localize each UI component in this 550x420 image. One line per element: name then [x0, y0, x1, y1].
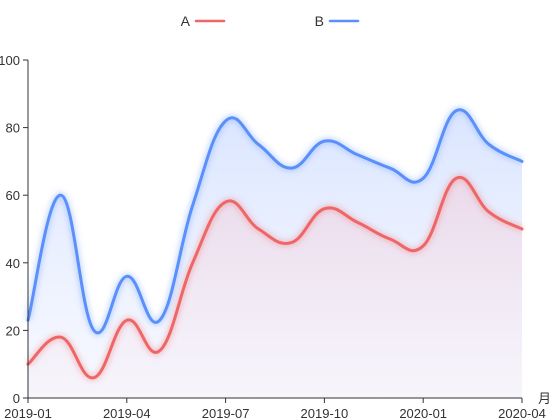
area-layer: [28, 109, 522, 399]
y-ticks: 0 20 40 60 80 100: [0, 53, 28, 406]
y-tick-label: 20: [6, 323, 20, 338]
x-tick-label: 2019-04: [103, 406, 151, 420]
area-fill-a: [28, 177, 522, 398]
x-tick-label: 2020-04: [498, 406, 546, 420]
legend-item-b[interactable]: B: [315, 13, 360, 29]
y-axis: 0 20 40 60 80 100: [0, 53, 29, 406]
x-axis: 2019-01 2019-04 2019-07 2019-10 2020-01 2020-…: [4, 392, 550, 420]
x-axis-title: 月: [538, 392, 550, 407]
y-tick-label: 100: [0, 53, 20, 68]
legend-label: B: [315, 13, 324, 29]
legend-item-a[interactable]: A: [181, 13, 226, 29]
y-tick-label: 40: [6, 256, 20, 271]
x-tick-label: 2019-10: [301, 406, 349, 420]
y-tick-label: 0: [13, 391, 20, 406]
line-layer: [26, 108, 524, 380]
y-tick-label: 80: [6, 121, 20, 136]
x-ticks: 2019-01 2019-04 2019-07 2019-10 2020-01 2020-…: [4, 398, 546, 420]
x-tick-label: 2020-01: [399, 406, 447, 420]
x-tick-label: 2019-07: [202, 406, 250, 420]
legend-label: A: [181, 13, 191, 29]
series-b-line: [26, 108, 524, 335]
y-tick-label: 60: [6, 188, 20, 203]
x-tick-label: 2019-01: [4, 406, 52, 420]
series-a-line: [26, 175, 524, 380]
